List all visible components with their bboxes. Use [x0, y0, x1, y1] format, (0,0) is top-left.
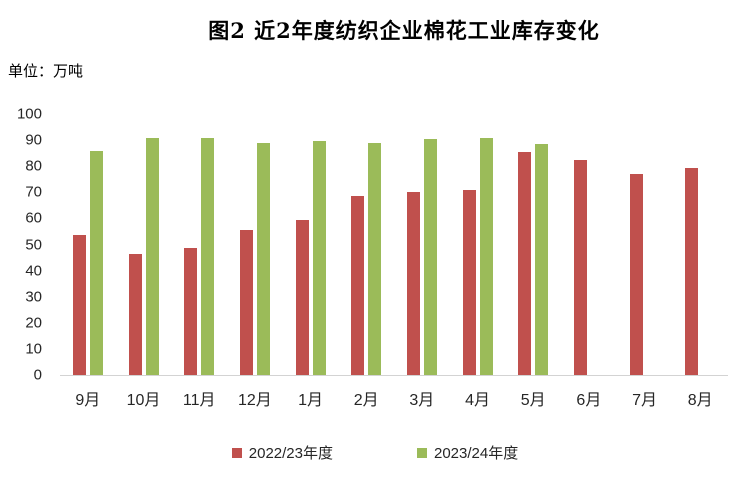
x-tick-label: 2月 — [353, 392, 379, 409]
y-tick-label: 60 — [25, 209, 42, 227]
y-tick-label: 90 — [25, 131, 42, 149]
legend-swatch-2023-24 — [417, 447, 427, 458]
unit-label: 单位：万吨 — [8, 62, 84, 80]
bar-2022-23 — [629, 174, 643, 375]
bar-2023-24 — [145, 137, 159, 375]
bar-group — [116, 114, 172, 375]
bar-group — [338, 114, 394, 375]
bar-2023-24 — [312, 141, 326, 375]
bar-2022-23 — [518, 151, 532, 375]
bar-group — [171, 114, 227, 375]
x-axis-labels: 9月 10月 11月 12月 1月 2月 3月 4月 5月 6月 7月 8月 — [60, 386, 728, 410]
x-tick-label: 5月 — [520, 392, 546, 409]
bar-group — [394, 114, 450, 375]
bar-2022-23 — [462, 189, 476, 375]
bar-group — [672, 114, 728, 375]
bar-group — [561, 114, 617, 375]
bar-group — [60, 114, 116, 375]
bar-2022-23 — [351, 196, 365, 375]
legend: 2022/23年度 2023/24年度 — [0, 442, 750, 463]
bar-2023-24 — [201, 137, 215, 375]
x-tick-label: 9月 — [75, 392, 101, 409]
y-tick-label: 20 — [25, 314, 42, 332]
y-tick-label: 40 — [25, 262, 42, 280]
x-tick-label: 7月 — [632, 392, 657, 409]
legend-swatch-2022-23 — [231, 447, 242, 458]
bar-2022-23 — [239, 230, 253, 375]
legend-item-2023-24: 2023/24年度 — [417, 442, 518, 463]
bar-group — [450, 114, 506, 375]
y-axis-labels: 100 90 80 70 60 50 40 30 20 10 0 — [0, 106, 46, 384]
legend-label-2022-23: 2022/23年度 — [248, 445, 333, 462]
bar-2023-24 — [479, 137, 493, 375]
bar-2022-23 — [295, 219, 309, 375]
bar-group — [505, 114, 561, 375]
bar-2023-24 — [423, 138, 437, 375]
x-tick-label: 8月 — [687, 392, 713, 409]
bar-2022-23 — [184, 248, 198, 375]
y-tick-label: 100 — [16, 105, 42, 123]
x-tick-label: 10月 — [126, 392, 161, 409]
bar-group — [617, 114, 673, 375]
bars-row — [60, 114, 728, 375]
chart-title: 图2 近2年度纺织企业棉花工业库存变化 — [208, 18, 600, 43]
plot-area — [60, 114, 728, 376]
x-tick-label: 3月 — [409, 392, 435, 409]
y-tick-label: 80 — [25, 157, 42, 175]
bar-2022-23 — [573, 159, 587, 375]
x-tick-label: 11月 — [182, 392, 216, 409]
x-tick-label: 4月 — [465, 392, 490, 409]
bar-group — [283, 114, 339, 375]
x-tick-label: 12月 — [237, 392, 272, 409]
x-tick-label: 1月 — [298, 392, 323, 409]
bar-2022-23 — [406, 192, 420, 375]
y-tick-label: 70 — [25, 183, 42, 201]
bar-2023-24 — [89, 150, 103, 375]
bar-2023-24 — [256, 142, 270, 375]
y-tick-label: 0 — [33, 366, 42, 384]
bar-2022-23 — [72, 235, 86, 375]
bar-2022-23 — [685, 167, 699, 375]
legend-label-2023-24: 2023/24年度 — [434, 445, 519, 462]
y-tick-label: 10 — [25, 340, 42, 358]
y-tick-label: 50 — [25, 236, 42, 253]
bar-group — [227, 114, 283, 375]
bar-2022-23 — [128, 253, 142, 375]
x-tick-label: 6月 — [576, 392, 602, 409]
y-tick-label: 30 — [25, 288, 42, 306]
legend-item-2022-23: 2022/23年度 — [231, 442, 333, 463]
bar-2023-24 — [368, 142, 382, 375]
bar-2023-24 — [535, 144, 549, 375]
